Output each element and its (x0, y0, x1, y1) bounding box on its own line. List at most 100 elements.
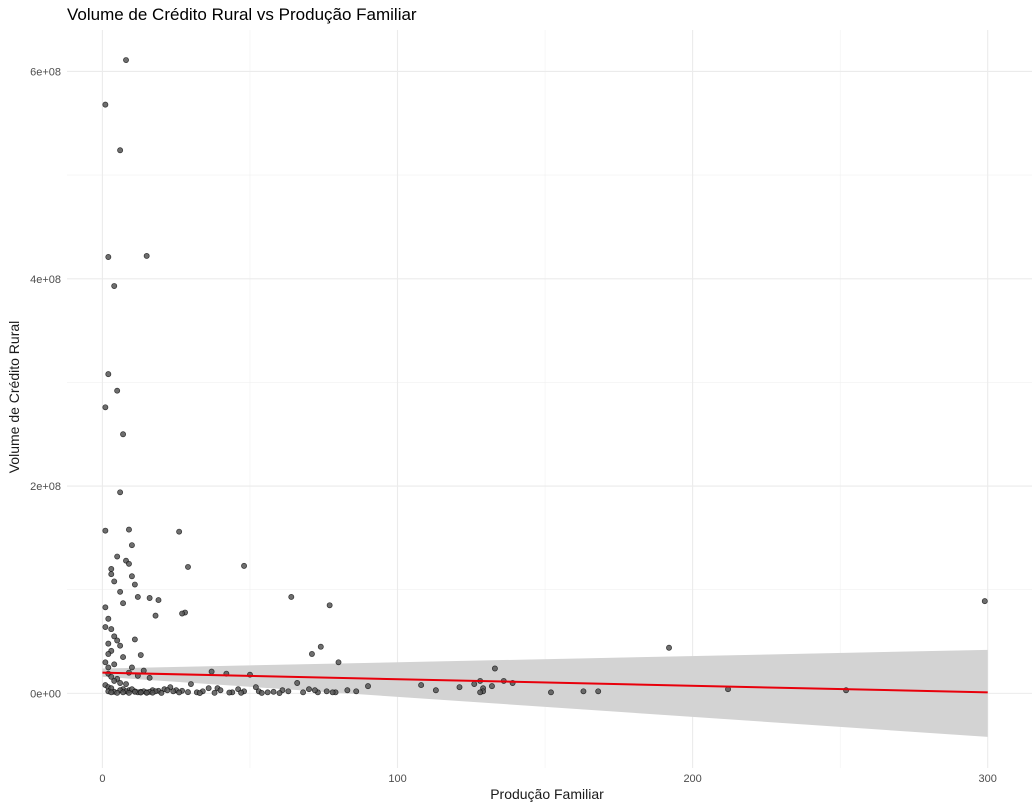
data-point (344, 687, 351, 694)
data-point (111, 283, 118, 289)
data-point (137, 652, 144, 658)
data-point (131, 636, 138, 643)
data-point (111, 661, 118, 668)
data-point (131, 581, 138, 588)
data-point (335, 659, 342, 666)
data-point (143, 689, 150, 696)
data-point (580, 688, 587, 695)
data-point (353, 688, 360, 695)
data-point (105, 664, 112, 671)
data-point (143, 253, 150, 259)
x-tick-label: 300 (979, 773, 997, 785)
data-point (108, 626, 115, 633)
chart-title: Volume de Crédito Rural vs Produção Fami… (67, 5, 417, 24)
data-point (146, 595, 153, 601)
y-tick-label: 4e+08 (30, 274, 61, 286)
data-point (134, 594, 141, 600)
data-point (140, 667, 147, 674)
data-point (111, 578, 118, 585)
data-point (185, 563, 191, 570)
data-point (111, 677, 118, 684)
data-point (117, 680, 124, 686)
x-tick-label: 0 (99, 773, 105, 785)
data-point (114, 553, 121, 560)
x-axis-title: Produção Familiar (490, 786, 604, 802)
data-point (105, 640, 112, 647)
data-point (120, 689, 127, 696)
data-point (158, 690, 165, 696)
data-point (102, 527, 109, 534)
data-point (164, 687, 171, 694)
confidence-band-area (102, 649, 988, 737)
data-point (131, 688, 138, 695)
data-point (264, 689, 271, 696)
data-point (108, 689, 115, 696)
data-point (105, 651, 112, 657)
data-point (285, 688, 292, 695)
data-point (323, 688, 330, 695)
data-point (123, 681, 129, 687)
data-point (326, 602, 333, 609)
y-tick-label: 6e+08 (30, 66, 61, 78)
data-point (108, 566, 115, 572)
data-point (105, 371, 112, 378)
data-point (176, 689, 183, 696)
data-point (666, 644, 672, 651)
data-point (102, 659, 109, 666)
data-point (117, 642, 124, 649)
data-point (179, 610, 186, 617)
data-point (152, 612, 159, 619)
data-point (128, 573, 135, 580)
data-point (126, 560, 132, 567)
data-point (306, 686, 312, 693)
data-point (185, 689, 191, 696)
data-point (126, 689, 132, 696)
data-point (548, 689, 554, 696)
confidence-band (102, 649, 988, 737)
data-point (114, 637, 121, 644)
data-point (252, 684, 259, 691)
regression-line-path (102, 671, 988, 694)
data-point (114, 387, 121, 394)
data-point (146, 674, 153, 681)
minor-gridlines (67, 30, 1032, 768)
x-tick-label: 200 (683, 773, 701, 785)
data-point (238, 689, 245, 696)
data-point (117, 489, 124, 496)
data-point (258, 690, 265, 696)
y-axis-title: Volume de Crédito Rural (6, 321, 22, 474)
data-point (105, 615, 112, 622)
data-point (270, 688, 277, 695)
data-point (208, 668, 215, 675)
data-point (241, 562, 248, 569)
y-tick-label: 0e+00 (30, 688, 61, 700)
data-point (111, 633, 118, 640)
data-point (120, 431, 127, 438)
data-point (108, 673, 115, 680)
data-point (102, 624, 109, 630)
data-point (105, 254, 112, 260)
data-point (123, 57, 129, 64)
data-point (149, 689, 156, 696)
data-point (102, 404, 109, 411)
data-point (128, 664, 135, 671)
data-point (456, 684, 463, 691)
data-point (217, 687, 224, 694)
data-point (477, 689, 484, 696)
data-point (137, 689, 144, 696)
data-point (317, 643, 324, 650)
data-point (205, 685, 212, 692)
data-point (170, 688, 177, 695)
data-point (288, 594, 295, 600)
data-point (365, 683, 371, 690)
data-point (471, 681, 478, 687)
data-point (117, 588, 124, 595)
y-tick-label: 2e+08 (30, 481, 61, 493)
data-point (108, 571, 115, 578)
data-point (595, 688, 602, 695)
data-point (294, 680, 301, 686)
data-point (102, 604, 109, 611)
x-tick-label: 100 (388, 773, 406, 785)
data-point (311, 687, 318, 694)
